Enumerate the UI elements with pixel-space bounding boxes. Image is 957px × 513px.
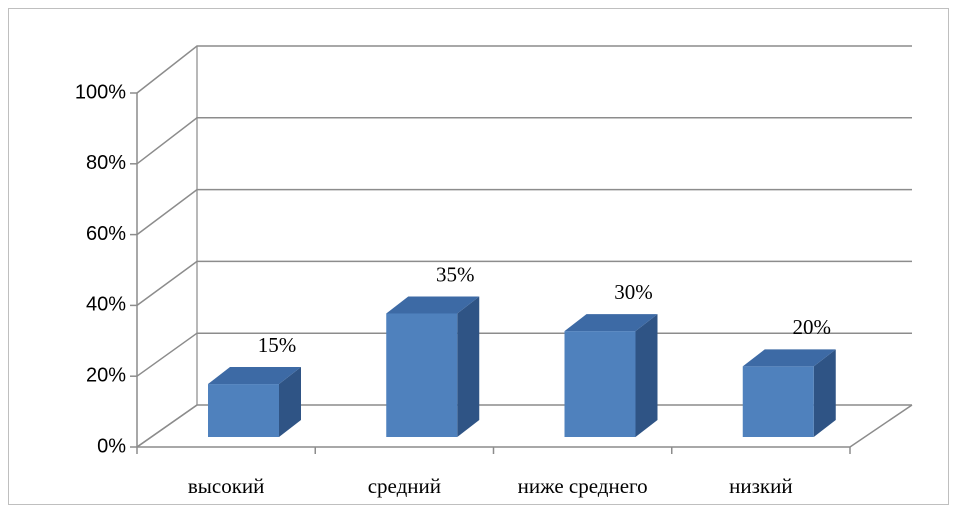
bar xyxy=(564,331,636,437)
x-tick-label: средний xyxy=(368,474,441,498)
bar-side xyxy=(279,367,301,437)
bar-top xyxy=(386,296,480,314)
bar-top xyxy=(564,314,658,332)
grid-line xyxy=(136,404,912,448)
grid-line xyxy=(136,188,912,236)
value-label: 15% xyxy=(258,333,297,357)
y-tick-label: 20% xyxy=(86,364,126,386)
bar-side xyxy=(813,349,836,437)
grid-line xyxy=(136,260,912,307)
value-label: 35% xyxy=(436,262,475,286)
grid-line xyxy=(136,117,912,165)
x-tick-label: низкий xyxy=(729,474,792,498)
value-label: 20% xyxy=(793,315,832,339)
y-tick-label: 40% xyxy=(86,294,126,316)
bar-top xyxy=(208,367,301,385)
y-tick-label: 80% xyxy=(86,152,126,174)
bar xyxy=(742,366,814,437)
x-tick-label: высокий xyxy=(188,474,265,498)
grid-line xyxy=(136,45,912,94)
y-tick-label: 100% xyxy=(75,81,126,103)
bar xyxy=(386,313,458,437)
bar-side xyxy=(635,314,658,437)
bar xyxy=(208,384,279,437)
y-tick-label: 0% xyxy=(97,435,126,457)
bar-side xyxy=(457,296,480,437)
bar-top xyxy=(742,349,836,367)
grid-line xyxy=(136,332,912,377)
value-label: 30% xyxy=(614,280,653,304)
x-tick-label: ниже среднего xyxy=(518,474,648,498)
y-tick-label: 60% xyxy=(86,223,126,245)
